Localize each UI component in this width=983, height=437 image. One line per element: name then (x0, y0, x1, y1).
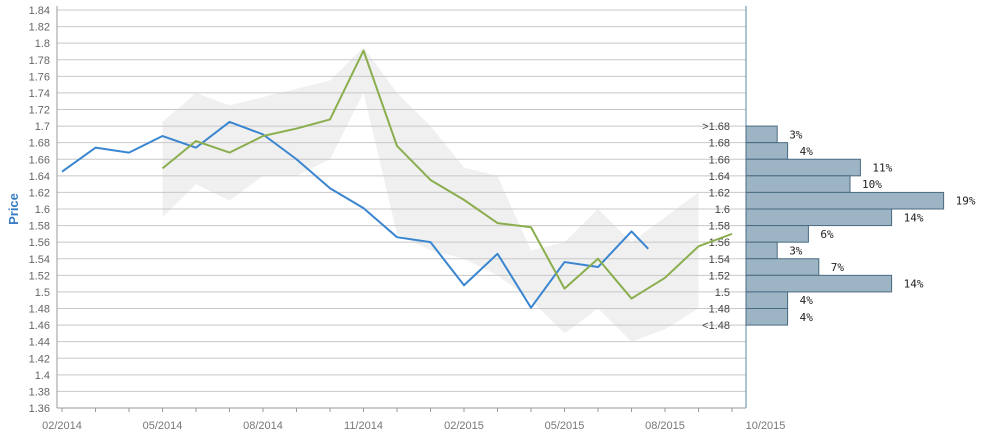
historical-price-line (61, 120, 649, 309)
y-tick-label: 1.68 (29, 138, 50, 150)
histogram-bar (745, 241, 778, 260)
y-tick-label: 1.66 (29, 154, 50, 166)
y-axis-title: Price (6, 193, 21, 225)
y-tick-label: 1.46 (29, 320, 50, 332)
histogram-bar (745, 208, 893, 227)
x-tick-label: 10/2015 (746, 420, 786, 432)
y-tick-label: 1.38 (29, 386, 50, 398)
histogram-percent-label: 3% (789, 128, 803, 141)
histogram-percent-label: 19% (956, 195, 976, 208)
x-tick-label: 08/2015 (645, 420, 685, 432)
histogram-bin-label: 1.48 (709, 304, 730, 316)
histogram-percent-label: 3% (789, 244, 803, 257)
histogram-percent-label: 6% (820, 228, 834, 241)
y-tick-label: 1.82 (29, 22, 50, 34)
histogram-bin-label: 1.6 (715, 204, 730, 216)
histogram-percent-label: 14% (904, 278, 924, 291)
y-tick-label: 1.7 (35, 121, 50, 133)
y-tick-label: 1.48 (29, 304, 50, 316)
histogram-bar (745, 158, 861, 177)
histogram-bar (745, 125, 778, 144)
y-tick-label: 1.72 (29, 105, 50, 117)
x-tick-label: 05/2015 (545, 420, 585, 432)
histogram-bar (745, 258, 820, 276)
y-tick-label: 1.62 (29, 187, 50, 199)
histogram-bin-label: 1.66 (709, 154, 730, 166)
histogram-bar (745, 142, 789, 160)
x-tick-label: 02/2015 (444, 420, 484, 432)
forecast-price-line (161, 49, 733, 300)
histogram-bar (745, 225, 809, 243)
y-tick-label: 1.76 (29, 71, 50, 83)
y-tick-label: 1.64 (29, 171, 50, 183)
y-tick-label: 1.42 (29, 353, 50, 365)
y-tick-label: 1.44 (29, 337, 50, 349)
histogram-bin-label: 1.58 (709, 221, 730, 233)
y-tick-label: 1.5 (35, 287, 50, 299)
histogram-percent-label: 4% (800, 294, 814, 307)
histogram-bar (745, 191, 945, 210)
x-tick-label: 11/2014 (344, 420, 383, 432)
y-tick-label: 1.52 (29, 270, 50, 282)
histogram-bin-label: 1.64 (709, 171, 730, 183)
histogram-bar (745, 291, 789, 309)
histogram-bin-label: 1.54 (709, 254, 730, 266)
y-tick-label: 1.4 (35, 370, 50, 382)
y-tick-label: 1.8 (35, 38, 50, 50)
histogram-bin-label: 1.62 (709, 187, 730, 199)
histogram-percent-label: 4% (800, 145, 814, 158)
y-tick-label: 1.56 (29, 237, 50, 249)
histogram-bin-label: >1.68 (702, 121, 730, 133)
y-tick-label: 1.36 (29, 403, 50, 415)
histogram-bin-label: 1.68 (709, 138, 730, 150)
histogram-percent-label: 11% (872, 162, 892, 175)
y-tick-label: 1.58 (29, 221, 50, 233)
y-tick-label: 1.74 (29, 88, 50, 100)
histogram-percent-label: 4% (800, 311, 814, 324)
histogram-bar (745, 175, 851, 193)
histogram-bar (745, 308, 789, 326)
x-tick-label: 05/2014 (143, 420, 183, 432)
y-tick-label: 1.78 (29, 55, 50, 67)
histogram-bar (745, 274, 893, 293)
histogram-bin-label: 1.52 (709, 270, 730, 282)
histogram-bin-label: <1.48 (702, 320, 730, 332)
y-tick-label: 1.84 (29, 5, 50, 17)
histogram-percent-label: 14% (904, 211, 924, 224)
x-tick-label: 02/2014 (42, 420, 82, 432)
forecast-range-band (162, 47, 699, 342)
x-tick-label: 08/2014 (243, 420, 283, 432)
y-tick-label: 1.6 (35, 204, 50, 216)
histogram-bin-label: 1.5 (715, 287, 730, 299)
histogram-percent-label: 7% (831, 261, 845, 274)
histogram-percent-label: 10% (862, 178, 882, 191)
y-tick-label: 1.54 (29, 254, 50, 266)
